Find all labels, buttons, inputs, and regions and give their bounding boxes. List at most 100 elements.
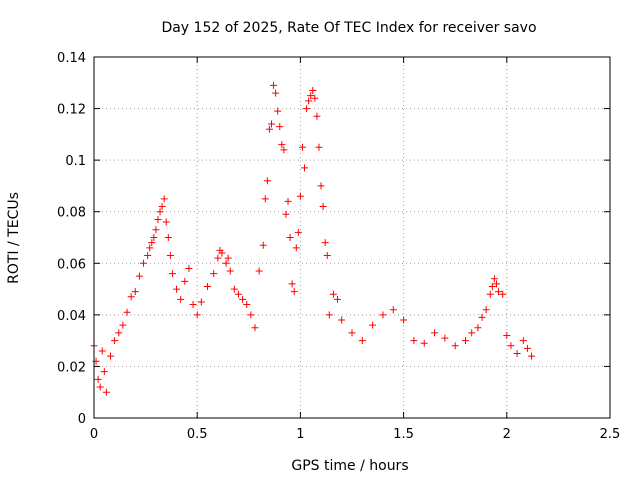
data-point [313, 112, 321, 120]
data-point [495, 288, 503, 296]
x-tick-label: 0.5 [187, 427, 208, 442]
data-point [276, 123, 284, 131]
data-point [486, 290, 494, 298]
data-point [204, 282, 212, 290]
data-point [290, 288, 298, 296]
data-point [160, 195, 168, 203]
data-point [323, 252, 331, 260]
x-tick-label: 0 [90, 427, 98, 442]
y-tick-label: 0.06 [57, 257, 86, 272]
data-point [259, 241, 267, 249]
data-point [298, 143, 306, 151]
data-point [189, 301, 197, 309]
data-point [311, 94, 319, 102]
data-point [144, 252, 152, 260]
data-point [410, 337, 418, 345]
data-point [462, 337, 470, 345]
data-point [315, 143, 323, 151]
data-point [263, 177, 271, 185]
x-tick-label: 1.5 [393, 427, 414, 442]
y-tick-label: 0 [78, 412, 86, 427]
data-point [528, 352, 536, 360]
data-point [152, 226, 160, 234]
data-point [96, 383, 104, 391]
data-point [148, 239, 156, 247]
data-point [280, 146, 288, 154]
data-point [400, 316, 408, 324]
data-point [272, 89, 280, 97]
data-point [358, 337, 366, 345]
data-point [284, 197, 292, 205]
data-point [321, 239, 329, 247]
data-point [309, 87, 317, 95]
data-point [329, 290, 337, 298]
data-point [127, 293, 135, 301]
data-point [441, 334, 449, 342]
data-point [286, 234, 294, 241]
grid [94, 57, 610, 418]
data-point [247, 311, 255, 319]
data-point [107, 352, 115, 360]
data-point [317, 182, 325, 190]
data-point [474, 324, 482, 332]
data-point [251, 324, 259, 332]
data-point [177, 295, 185, 303]
chart-title: Day 152 of 2025, Rate Of TEC Index for r… [161, 20, 536, 36]
y-axis-label: ROTI / TECUs [6, 192, 22, 284]
data-point [193, 311, 201, 319]
data-point [294, 228, 302, 236]
data-point [140, 259, 148, 267]
data-point [490, 275, 498, 283]
data-point [265, 125, 273, 133]
y-tick-label: 0.04 [57, 309, 86, 324]
data-point [325, 311, 333, 319]
data-point [288, 280, 296, 288]
data-point [156, 208, 164, 216]
data-point [234, 290, 242, 298]
data-point [162, 218, 170, 226]
data-points [90, 81, 536, 396]
x-axis-label: GPS time / hours [291, 458, 408, 474]
data-point [239, 295, 247, 303]
data-point [243, 301, 251, 309]
data-point [301, 164, 309, 172]
data-point [451, 342, 459, 350]
y-tick-label: 0.1 [65, 154, 86, 169]
data-point [119, 321, 127, 329]
data-point [100, 368, 108, 376]
data-point [305, 97, 313, 105]
data-point [270, 81, 278, 89]
data-point [261, 195, 269, 203]
y-tick-label: 0.02 [57, 360, 86, 375]
data-point [268, 120, 276, 128]
data-point [307, 92, 315, 100]
data-point [102, 388, 110, 396]
y-tick-label: 0.12 [57, 103, 86, 118]
data-point [278, 141, 286, 149]
data-point [338, 316, 346, 324]
data-point [131, 288, 139, 296]
data-point [115, 329, 123, 337]
data-point [123, 308, 131, 316]
data-point [319, 203, 327, 211]
data-point [274, 107, 282, 115]
data-point [420, 339, 428, 347]
data-point [507, 342, 515, 350]
data-point [503, 331, 511, 339]
data-point [379, 311, 387, 319]
data-point [158, 203, 166, 211]
data-point [348, 329, 356, 337]
data-point [303, 105, 311, 113]
data-point [492, 280, 500, 288]
data-point [135, 272, 143, 280]
x-tick-label: 1 [296, 427, 304, 442]
data-point [214, 254, 222, 262]
data-point [482, 306, 490, 314]
data-point [282, 210, 290, 218]
data-point [197, 298, 205, 306]
data-point [292, 244, 300, 252]
data-point [210, 270, 218, 278]
data-point [334, 295, 342, 303]
data-point [369, 321, 377, 329]
